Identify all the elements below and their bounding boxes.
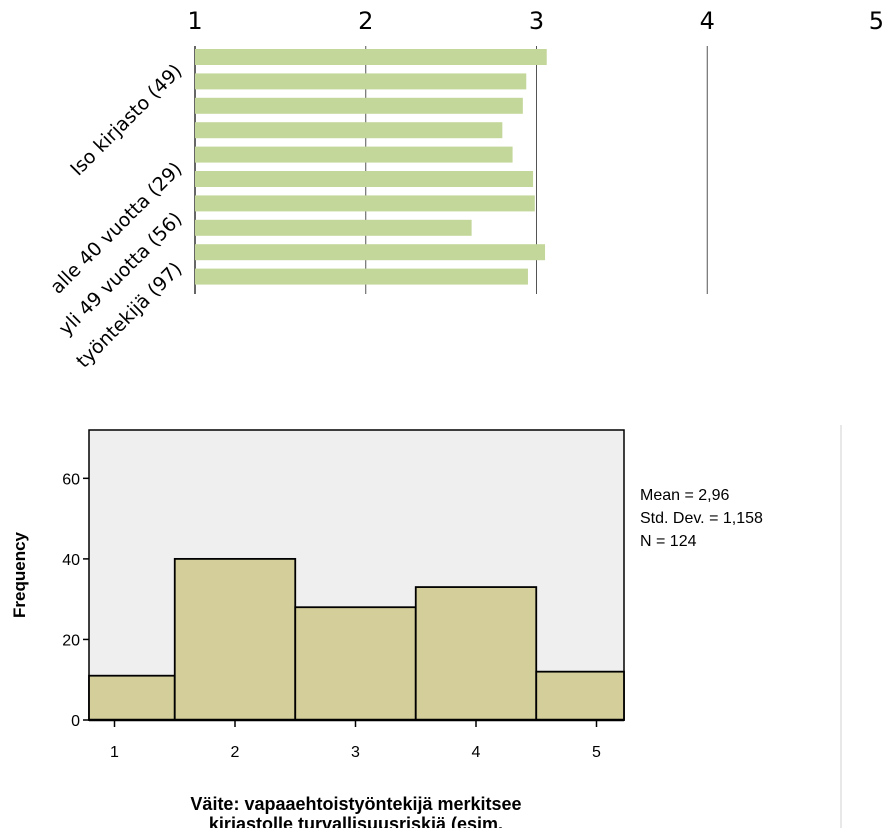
stat-n: N = 124 (640, 533, 697, 550)
histogram-x-axis-label-line-2: kirjastolle turvallisuusriskiä (esim. (209, 814, 503, 828)
histogram-x-tick-label: 5 (592, 744, 601, 761)
stat-std-dev: Std. Dev. = 1,158 (640, 510, 763, 527)
top-x-tick-label: 2 (358, 7, 373, 35)
histogram-x-ticks: 1 2 3 4 5 (110, 720, 601, 761)
top-x-tick-labels: 1 2 3 4 5 (187, 7, 884, 35)
histogram-y-axis-label: Frequency (10, 531, 29, 618)
top-bar (195, 268, 528, 285)
histogram-bars (88, 557, 625, 721)
histogram-x-tick-label: 2 (231, 744, 240, 761)
histogram-y-ticks: 0 20 40 60 (62, 471, 89, 730)
stat-mean: Mean = 2,96 (640, 487, 730, 504)
histogram-x-tick-label: 3 (351, 744, 360, 761)
histogram-y-tick-label: 60 (62, 471, 80, 488)
top-bar (195, 171, 534, 187)
histogram-y-tick-label: 20 (62, 632, 80, 649)
histogram-y-tick-label: 0 (71, 713, 80, 730)
top-bar (195, 146, 513, 163)
top-chart: 1 2 3 4 5 Iso kirjasto (49)alle 40 vuotta (2… (46, 7, 884, 372)
histogram-bar (173, 557, 297, 721)
top-bar (195, 122, 503, 139)
top-bar (195, 195, 535, 212)
histogram-x-tick-label: 1 (110, 744, 119, 761)
histogram-bar (88, 674, 176, 721)
histogram-chart: 0 20 40 60 1 2 3 4 5 Frequency Mean = 2,96 Std.… (10, 425, 842, 828)
top-bar (195, 97, 523, 114)
top-bar (195, 49, 547, 65)
histogram-y-tick-label: 40 (62, 552, 80, 569)
histogram-bar (294, 606, 417, 721)
histogram-bar (535, 670, 625, 721)
top-bar (195, 219, 472, 236)
top-bars (195, 49, 547, 285)
top-x-tick-label: 5 (869, 7, 884, 35)
histogram-bar (414, 586, 538, 721)
top-bar (195, 244, 546, 261)
histogram-x-tick-label: 4 (472, 744, 481, 761)
top-category-labels: Iso kirjasto (49)alle 40 vuotta (29)yli … (46, 60, 186, 372)
top-x-tick-label: 3 (529, 7, 544, 35)
top-x-tick-label: 1 (187, 7, 202, 35)
histogram-x-axis-label-line-1: Väite: vapaaehtoistyöntekijä merkitsee (190, 794, 521, 814)
top-bar (195, 73, 527, 90)
top-x-tick-label: 4 (700, 7, 715, 35)
